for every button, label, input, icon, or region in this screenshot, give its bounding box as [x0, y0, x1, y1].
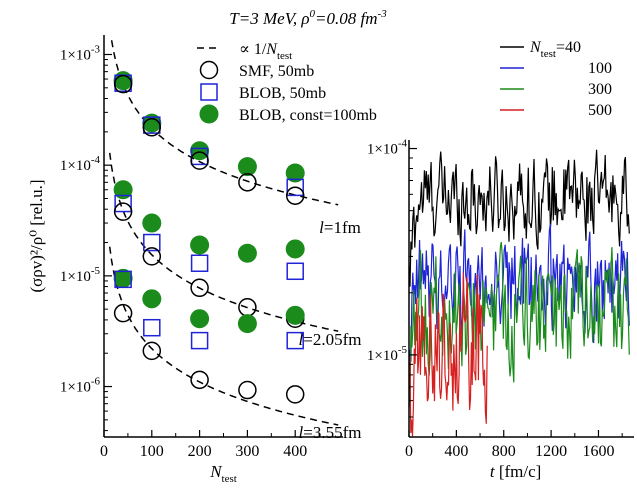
legend-label: BLOB, 50mb	[239, 85, 326, 102]
series-line	[408, 241, 630, 407]
right-legend: Ntest=40 100 300 500	[500, 39, 612, 119]
left-y-label: (σρv)²/ρ⁰ [rel.u.]	[27, 179, 46, 292]
fit-curve	[110, 40, 339, 206]
marker-const	[190, 309, 210, 329]
marker-blob	[114, 194, 132, 213]
marker-const	[113, 71, 133, 91]
marker-smf	[142, 118, 162, 137]
marker-const	[142, 213, 162, 233]
marker-smf	[190, 370, 209, 390]
marker-const	[142, 289, 162, 309]
legend-label: ∝ 1/Ntest	[239, 41, 292, 62]
right-y-tick-label: 1×10-4	[367, 138, 408, 158]
marker-smf	[142, 247, 162, 266]
left-x-tick-label: 400	[283, 443, 307, 460]
legend-label: 100	[588, 60, 612, 77]
l-label: l=1fm	[319, 218, 361, 237]
left-x-tick-label: 100	[140, 443, 164, 460]
left-y-tick-label: 1×10-6	[60, 376, 101, 396]
fit-curve	[108, 246, 339, 426]
series-line	[408, 149, 630, 287]
left-x-tick-label: 0	[100, 443, 108, 460]
legend-label: 300	[588, 81, 612, 98]
marker-const	[285, 163, 305, 183]
right-x-tick-label: 1200	[535, 443, 567, 460]
marker-blob	[286, 331, 304, 350]
marker-smf	[285, 186, 305, 205]
marker-smf	[238, 173, 257, 192]
marker-smf	[113, 74, 133, 94]
series-line	[408, 272, 488, 437]
marker-const	[285, 239, 305, 259]
left-x-tick-label: 300	[235, 443, 259, 460]
left-y-tick-label: 1×10-5	[60, 265, 101, 285]
marker-blob	[143, 233, 161, 252]
marker-smf	[142, 341, 162, 361]
left-x-tick-label: 200	[188, 443, 212, 460]
marker-const	[237, 314, 257, 334]
marker-smf	[113, 303, 133, 323]
legend-label: BLOB, const=100mb	[239, 107, 377, 124]
legend-blob-marker	[200, 83, 218, 101]
marker-const	[237, 157, 257, 177]
left-panel: 0 100 200 300 400 1×10-6 1×10-5 1×10-4 1×10-3 Nte…	[27, 35, 377, 485]
marker-blob	[190, 331, 209, 350]
marker-const	[113, 268, 133, 288]
marker-const	[237, 243, 257, 263]
marker-const	[190, 235, 210, 255]
marker-const	[285, 305, 305, 325]
right-x-tick-label: 400	[444, 443, 468, 460]
right-y-tick-label: 1×10-5	[367, 344, 408, 364]
legend-const-marker	[199, 104, 219, 124]
marker-smf	[113, 202, 133, 221]
legend-label: Ntest=40	[529, 39, 581, 60]
marker-smf	[190, 151, 209, 170]
right-x-tick-label: 800	[492, 443, 516, 460]
l-label: l=3.55fm	[299, 423, 362, 442]
marker-blob	[286, 262, 304, 281]
legend-smf-marker	[199, 60, 219, 80]
marker-smf	[285, 385, 305, 404]
marker-smf	[190, 278, 209, 298]
left-x-label: Ntest	[209, 462, 237, 485]
right-x-tick-label: 0	[405, 443, 413, 460]
figure-title: T=3 MeV, ρ0=0.08 fm-3	[229, 8, 387, 28]
marker-const	[190, 141, 210, 161]
right-x-label: t [fm/c]	[490, 462, 541, 481]
right-x-tick-label: 1600	[582, 443, 614, 460]
legend-label: SMF, 50mb	[239, 63, 314, 80]
marker-blob	[114, 270, 132, 289]
title-t: T	[229, 9, 240, 28]
right-panel: 0 400 800 1200 1600 1×10-5 1×10-4 t [fm/c] Ntest…	[367, 39, 634, 481]
l-label: l=2.05fm	[299, 330, 362, 349]
marker-const	[142, 113, 162, 133]
marker-blob	[286, 178, 304, 197]
marker-blob	[143, 318, 161, 337]
left-y-tick-label: 1×10-4	[60, 154, 101, 174]
left-y-tick-label: 1×10-3	[60, 43, 101, 63]
marker-blob	[190, 254, 209, 272]
marker-smf	[238, 380, 257, 400]
legend-label: 500	[588, 102, 612, 119]
marker-const	[113, 180, 133, 200]
